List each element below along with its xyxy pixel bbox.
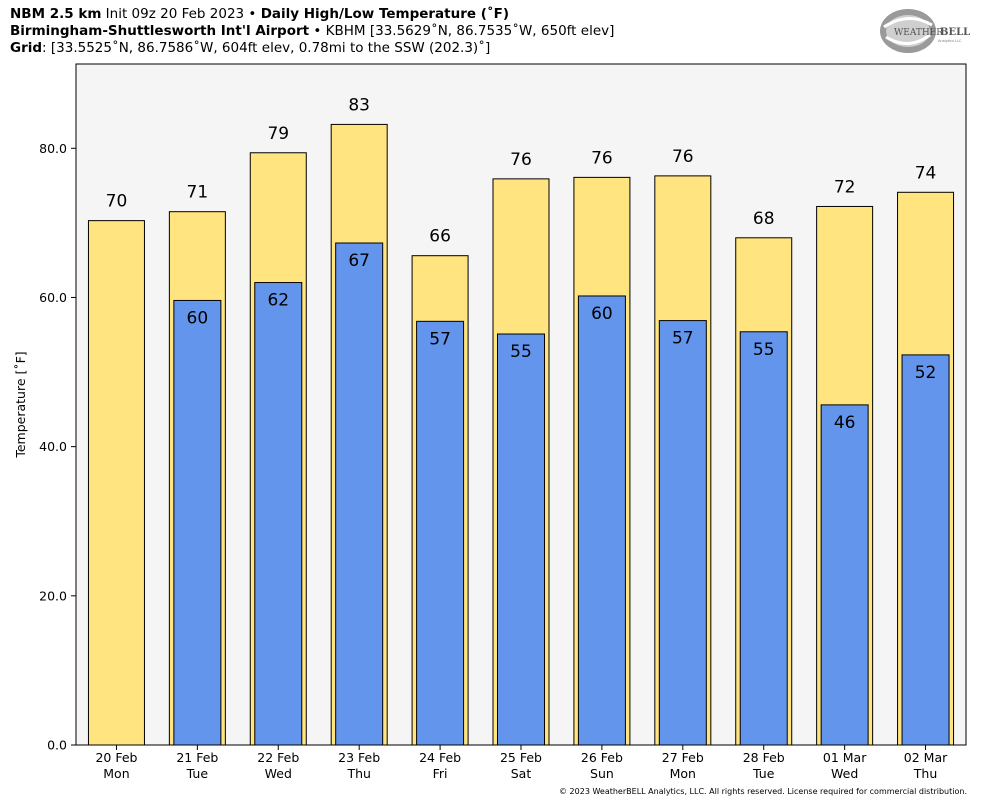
- grid-details: : [33.5525˚N, 86.7586˚W, 604ft elev, 0.7…: [42, 40, 491, 56]
- x-tick-day: Thu: [913, 766, 937, 781]
- low-temp-label: 57: [429, 329, 451, 349]
- copyright-footer: © 2023 WeatherBELL Analytics, LLC. All r…: [559, 787, 967, 796]
- x-tick-date: 27 Feb: [662, 750, 704, 765]
- x-tick-day: Mon: [670, 766, 696, 781]
- station-details: • KBHM [33.5629˚N, 86.7535˚W, 650ft elev…: [309, 23, 615, 39]
- low-temp-bar: [335, 242, 384, 746]
- y-tick-label: 0.0: [47, 738, 67, 753]
- logo-subtext: Analytics LLC: [938, 39, 962, 43]
- logo-text-main: WEATHER: [894, 28, 943, 38]
- y-tick-label: 80.0: [39, 141, 67, 156]
- high-temp-label: 79: [267, 124, 289, 144]
- low-temp-label: 55: [753, 340, 775, 360]
- low-temp-label: 60: [591, 304, 613, 324]
- plot-frame: [75, 63, 967, 746]
- y-tick-label: 60.0: [39, 290, 67, 305]
- high-temp-label: 76: [672, 147, 694, 167]
- x-tick-day: Fri: [433, 766, 448, 781]
- x-tick-day: Tue: [186, 766, 209, 781]
- low-temp-bar: [901, 354, 950, 746]
- x-tick-date: 02 Mar: [904, 750, 948, 765]
- low-temp-bar: [173, 299, 222, 746]
- x-tick-date: 23 Feb: [338, 750, 380, 765]
- logo-text-bold: BELL: [940, 27, 970, 38]
- model-name: NBM 2.5 km: [10, 6, 102, 22]
- y-tick-label: 40.0: [39, 439, 67, 454]
- low-temp-bar: [416, 320, 465, 746]
- station-name: Birmingham-Shuttlesworth Int'l Airport: [10, 23, 310, 39]
- low-temp-bar: [254, 282, 303, 746]
- low-temp-bar: [577, 295, 626, 746]
- x-tick-day: Wed: [265, 766, 292, 781]
- x-tick-date: 22 Feb: [257, 750, 299, 765]
- bars-layer: 70 71 60 79 62 83 67 66 57 76 55 76 60 76 57 68 55 72 46 74…: [87, 95, 955, 746]
- x-tick-date: 21 Feb: [176, 750, 218, 765]
- low-temp-label: 57: [672, 329, 694, 349]
- title-line-2: Birmingham-Shuttlesworth Int'l Airport •…: [10, 23, 614, 40]
- high-temp-label: 76: [510, 150, 532, 170]
- x-tick-day: Wed: [831, 766, 858, 781]
- low-temp-bar: [739, 331, 788, 746]
- high-temp-label: 74: [915, 163, 937, 183]
- low-temp-bar: [658, 320, 707, 746]
- x-tick-date: 20 Feb: [95, 750, 137, 765]
- x-tick-day: Sat: [511, 766, 532, 781]
- low-temp-label: 62: [267, 291, 289, 311]
- high-temp-label: 66: [429, 227, 451, 247]
- x-tick-date: 28 Feb: [743, 750, 785, 765]
- low-temp-label: 55: [510, 342, 532, 362]
- grid-label: Grid: [10, 40, 43, 56]
- x-tick-day: Thu: [346, 766, 370, 781]
- low-temp-label: 67: [348, 251, 370, 271]
- y-tick-label: 20.0: [39, 588, 67, 603]
- x-tick-day: Sun: [590, 766, 614, 781]
- x-tick-date: 26 Feb: [581, 750, 623, 765]
- x-tick-date: 24 Feb: [419, 750, 461, 765]
- low-temp-label: 46: [834, 413, 856, 433]
- x-tick-date: 25 Feb: [500, 750, 542, 765]
- weatherbell-logo: WEATHER BELL Analytics LLC: [880, 9, 970, 53]
- y-axis-label: Temperature [˚F]: [13, 351, 28, 458]
- title-line-3: Grid: [33.5525˚N, 86.7586˚W, 604ft elev,…: [10, 40, 490, 57]
- title-line-1: NBM 2.5 km Init 09z 20 Feb 2023 • Daily …: [10, 6, 509, 23]
- high-temp-bar: [87, 220, 145, 746]
- low-temp-bar: [820, 404, 869, 746]
- x-tick-date: 01 Mar: [823, 750, 867, 765]
- high-temp-label: 83: [348, 95, 370, 115]
- x-tick-day: Mon: [103, 766, 129, 781]
- high-temp-label: 68: [753, 209, 775, 229]
- init-time: Init 09z 20 Feb 2023 •: [101, 6, 261, 22]
- y-axis: 0.0 20.0 40.0 60.0 80.0: [39, 141, 76, 753]
- high-temp-label: 72: [834, 177, 856, 197]
- low-temp-label: 60: [187, 308, 209, 328]
- x-tick-day: Tue: [752, 766, 775, 781]
- high-temp-label: 76: [591, 148, 613, 168]
- high-temp-label: 70: [106, 192, 128, 212]
- low-temp-bar: [497, 333, 545, 746]
- high-temp-label: 71: [187, 183, 209, 203]
- low-temp-label: 52: [915, 363, 937, 383]
- product-name: Daily High/Low Temperature (˚F): [260, 6, 510, 22]
